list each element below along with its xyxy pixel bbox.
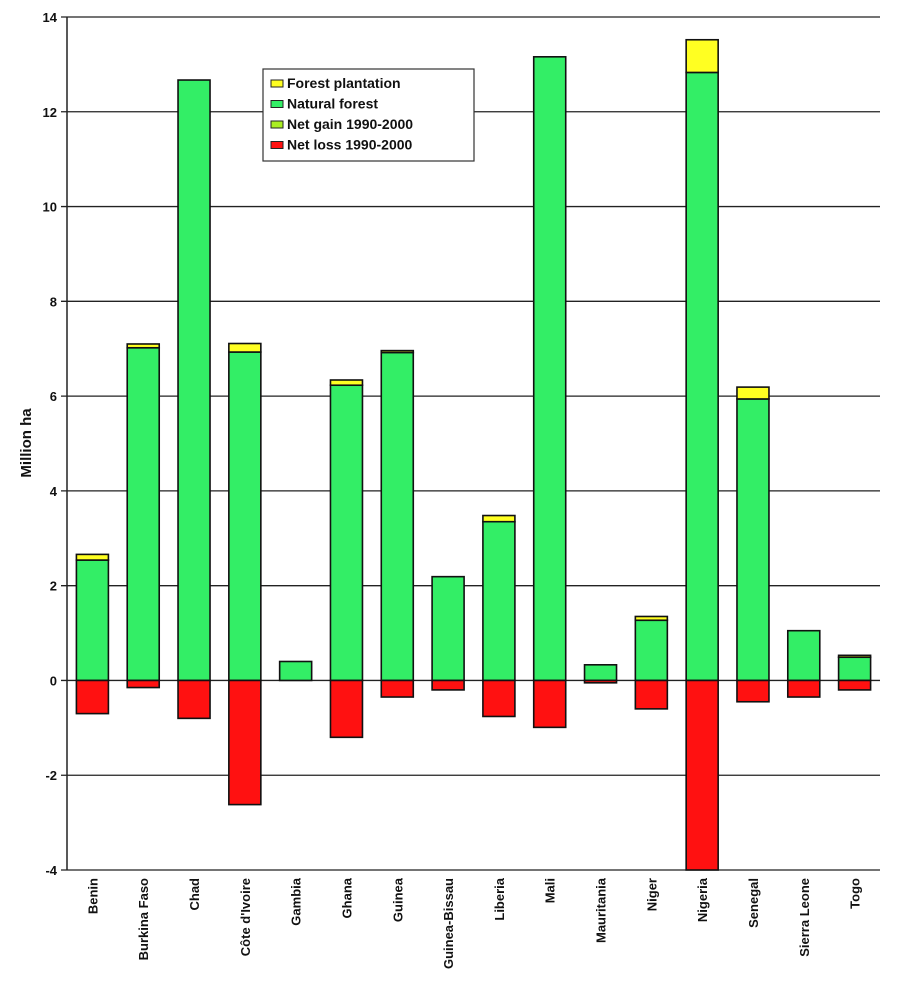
x-tick-label: Mauritania	[594, 877, 609, 943]
x-tick-label: Ghana	[339, 877, 354, 918]
y-axis-label: Million ha	[18, 408, 35, 478]
bar-forest-plantation	[228, 342, 262, 353]
y-tick-label: 4	[50, 484, 58, 499]
bar-natural-forest	[278, 660, 313, 682]
bar-forest-plantation	[837, 654, 872, 659]
legend: Forest plantation Natural forest Net gain …	[262, 68, 475, 162]
bar-net-loss	[736, 679, 770, 703]
bar-net-loss	[482, 679, 516, 718]
bar-natural-forest	[431, 575, 465, 682]
bar-net-loss	[126, 679, 161, 689]
bar-natural-forest	[482, 520, 516, 682]
bar-net-loss	[380, 679, 415, 698]
legend-label: Net loss 1990-2000	[287, 137, 413, 153]
legend-label: Forest plantation	[287, 75, 401, 91]
legend-swatch	[270, 79, 284, 88]
axes: -4 -2 0 2 4 6 8 10 12 14 Benin Burkina Faso Chad Côte…	[43, 10, 863, 969]
bar-net-loss	[532, 679, 567, 729]
bars	[75, 38, 872, 871]
x-tick-label: Mali	[543, 878, 558, 903]
bar-forest-plantation	[126, 343, 161, 349]
bar-net-loss	[583, 679, 618, 684]
bar-natural-forest	[736, 398, 770, 682]
legend-label: Net gain 1990-2000	[287, 116, 413, 132]
x-tick-label: Sierra Leone	[797, 878, 812, 957]
legend-swatch	[270, 100, 284, 108]
x-tick-label: Côte d'Ivoire	[238, 878, 253, 956]
x-tick-label: Senegal	[746, 878, 761, 928]
bar-forest-plantation	[329, 379, 364, 387]
y-tick-label: 8	[50, 294, 57, 309]
y-tick-label: 10	[43, 200, 57, 215]
legend-box	[262, 68, 475, 162]
bar-net-loss	[329, 679, 364, 739]
y-tick-label: 2	[50, 579, 57, 594]
x-tick-label: Niger	[644, 878, 659, 911]
bar-forest-plantation	[685, 38, 719, 74]
y-tick-label: 6	[50, 389, 57, 404]
bar-natural-forest	[786, 629, 821, 682]
bar-natural-forest	[228, 351, 262, 682]
x-tick-label: Gambia	[289, 877, 304, 925]
bar-net-loss	[75, 679, 110, 715]
bar-forest-plantation	[482, 514, 516, 523]
bar-net-loss	[685, 679, 719, 871]
legend-label: Natural forest	[287, 96, 378, 112]
y-tick-label: -2	[45, 768, 57, 783]
y-tick-label: 0	[50, 673, 57, 688]
bar-net-loss	[786, 679, 821, 698]
bar-forest-plantation	[75, 553, 110, 561]
bar-natural-forest	[177, 79, 211, 682]
x-tick-label: Togo	[848, 878, 863, 909]
legend-swatch	[270, 141, 284, 149]
bar-net-loss	[837, 679, 872, 691]
y-tick-label: 12	[43, 105, 57, 120]
bar-net-loss	[431, 679, 465, 691]
y-tick-label: 14	[43, 10, 58, 25]
bar-natural-forest	[380, 351, 415, 682]
legend-swatch	[270, 120, 284, 129]
bar-natural-forest	[685, 71, 719, 682]
x-tick-label: Nigeria	[695, 877, 710, 922]
x-tick-label: Guinea-Bissau	[441, 878, 456, 969]
x-tick-label: Benin	[85, 878, 100, 914]
y-tick-label: -4	[45, 863, 57, 878]
bar-forest-plantation	[634, 615, 669, 622]
bar-natural-forest	[75, 559, 110, 682]
x-tick-label: Liberia	[492, 877, 507, 920]
bar-net-loss	[228, 679, 262, 806]
bar-natural-forest	[634, 619, 669, 682]
bar-natural-forest	[837, 656, 872, 682]
bar-forest-plantation	[380, 349, 415, 354]
x-tick-label: Burkina Faso	[136, 878, 151, 960]
bar-forest-plantation	[736, 386, 770, 400]
bar-net-loss	[177, 679, 211, 720]
bar-natural-forest	[532, 56, 567, 682]
x-tick-label: Chad	[187, 878, 202, 911]
bar-net-loss	[634, 679, 669, 710]
x-tick-label: Guinea	[390, 877, 405, 922]
bar-natural-forest	[329, 384, 364, 682]
bar-natural-forest	[126, 346, 161, 682]
bar-natural-forest	[583, 664, 618, 682]
